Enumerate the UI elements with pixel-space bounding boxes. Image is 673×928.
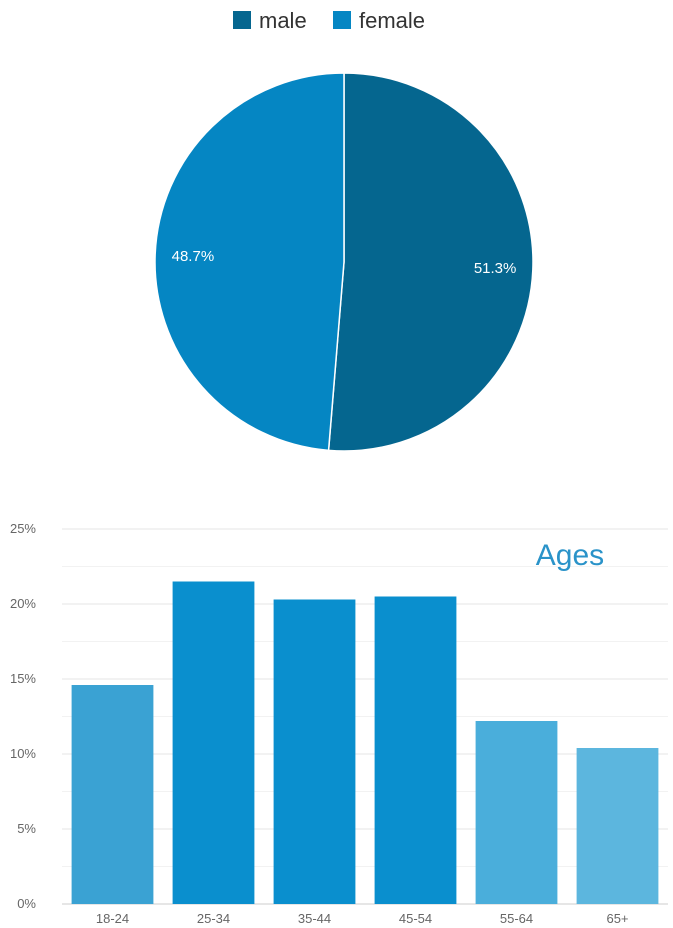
y-tick-label: 15% [10,671,36,686]
chart-title: Ages [536,539,604,572]
legend-swatch-female [333,11,351,29]
pie-slice-male [327,72,534,452]
x-tick-label: 18-24 [96,911,129,926]
slice-label-male: 51.3% [474,260,517,277]
legend-swatch-male [233,11,251,29]
x-tick-label: 45-54 [399,911,432,926]
bar-18-24 [71,685,154,904]
bar-55-64 [475,721,558,904]
y-gridlines [62,528,668,905]
pie-slices [154,72,534,452]
x-tick-label: 55-64 [500,911,533,926]
slice-label-female: 48.7% [172,248,215,265]
legend-label-female: female [359,8,425,33]
gender-pie-chart: male female 51.3% 48.7% [154,8,534,452]
bar-25-34 [172,581,255,904]
x-tick-label: 65+ [606,911,628,926]
bar-35-44 [273,599,356,904]
y-tick-label: 10% [10,746,36,761]
y-tick-label: 20% [10,596,36,611]
y-tick-label: 25% [10,521,36,536]
legend-label-male: male [259,8,307,33]
ages-bar-chart: 0% 5% 10% 15% 20% 25% 18-24 25-34 35-44 45-54 55-… [10,521,668,926]
x-tick-label: 35-44 [298,911,331,926]
y-tick-labels: 0% 5% 10% 15% 20% 25% [10,521,36,911]
bars [71,581,659,904]
y-tick-label: 5% [17,821,36,836]
x-tick-labels: 18-24 25-34 35-44 45-54 55-64 65+ [96,911,629,926]
bar-45-54 [374,596,457,904]
pie-slice-female [154,72,345,452]
bar-65+ [576,748,659,904]
y-tick-label: 0% [17,896,36,911]
x-tick-label: 25-34 [197,911,230,926]
pie-legend: male female [233,8,425,33]
